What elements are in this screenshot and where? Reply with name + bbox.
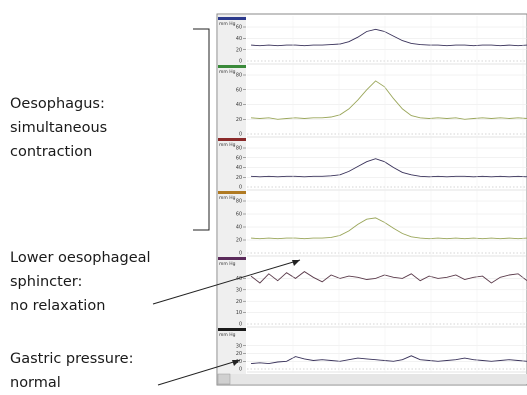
- y-tick-label-1-0: 20: [236, 117, 242, 123]
- y-tick-label-1-2: 60: [236, 87, 242, 93]
- y-tick-label-0-2: 60: [236, 25, 242, 31]
- y-tick-label-2-zero: 0: [239, 185, 242, 191]
- y-tick-label-5-1: 20: [236, 351, 242, 357]
- annotation-les-line-2: sphincter:: [10, 274, 83, 290]
- y-tick-label-2-2: 60: [236, 155, 242, 161]
- pressure-trace-4: [250, 271, 527, 284]
- y-tick-label-5-2: 30: [236, 343, 242, 349]
- pressure-trace-1: [250, 80, 527, 120]
- annotation-les: Lower oesophageal sphincter: no relaxati…: [10, 246, 151, 318]
- scroll-left-button: [217, 373, 231, 385]
- annotation-gastric-line-1: Gastric pressure:: [10, 351, 134, 367]
- y-tick-label-4-2: 30: [236, 287, 242, 293]
- y-tick-label-4-0: 10: [236, 310, 242, 316]
- channel-color-bar-0: [218, 17, 246, 20]
- y-tick-label-3-0: 20: [236, 238, 242, 244]
- oesophagus-bracket: [193, 28, 210, 231]
- les-pointer-arrowhead: [292, 260, 300, 266]
- y-tick-label-3-zero: 0: [239, 251, 242, 257]
- y-tick-label-1-3: 80: [236, 73, 242, 79]
- pressure-trace-3: [250, 217, 527, 240]
- y-tick-label-3-1: 40: [236, 225, 242, 231]
- y-tick-label-3-3: 80: [236, 199, 242, 205]
- annotation-oesophagus-line-1: Oesophagus:: [10, 96, 105, 112]
- annotation-les-line-1: Lower oesophageal: [10, 250, 151, 266]
- y-tick-label-1-zero: 0: [239, 132, 242, 138]
- pressure-trace-5: [250, 355, 527, 365]
- channel-unit-label-1: mm Hg: [219, 69, 236, 75]
- y-tick-label-5-zero: 0: [239, 367, 242, 373]
- channel-unit-label-4: mm Hg: [219, 261, 236, 267]
- channel-unit-label-5: mm Hg: [219, 332, 236, 338]
- channel-color-bar-5: [218, 328, 246, 331]
- y-tick-label-0-zero: 0: [239, 59, 242, 65]
- y-tick-label-3-2: 60: [236, 212, 242, 218]
- annotation-oesophagus-line-3: contraction: [10, 144, 93, 160]
- y-tick-label-2-0: 20: [236, 175, 242, 181]
- gastric-pointer-arrowhead: [232, 360, 240, 366]
- channel-unit-label-0: mm Hg: [219, 21, 236, 27]
- y-tick-label-0-1: 40: [236, 36, 242, 42]
- annotation-gastric: Gastric pressure: normal: [10, 347, 133, 395]
- channel-color-bar-1: [218, 65, 246, 68]
- y-tick-label-2-1: 40: [236, 165, 242, 171]
- axis-strip: [218, 15, 246, 374]
- annotation-gastric-line-2: normal: [10, 375, 61, 391]
- y-tick-label-0-0: 20: [236, 47, 242, 53]
- channel-color-bar-2: [218, 138, 246, 141]
- annotation-oesophagus-line-2: simultaneous: [10, 120, 108, 136]
- chart-frame: [216, 13, 527, 386]
- y-tick-label-4-1: 20: [236, 299, 242, 305]
- annotation-oesophagus: Oesophagus: simultaneous contraction: [10, 92, 107, 164]
- bottom-scrollbar: [218, 374, 527, 384]
- les-pointer-arrow: [152, 259, 301, 305]
- y-tick-label-2-3: 80: [236, 146, 242, 152]
- pressure-trace-0: [250, 28, 527, 47]
- y-tick-label-4-3: 40: [236, 276, 242, 282]
- y-tick-label-1-1: 40: [236, 102, 242, 108]
- channel-color-bar-3: [218, 191, 246, 194]
- channel-color-bar-4: [218, 257, 246, 260]
- y-tick-label-5-0: 10: [236, 359, 242, 365]
- annotation-les-line-3: no relaxation: [10, 298, 106, 314]
- y-tick-label-4-zero: 0: [239, 322, 242, 328]
- pressure-trace-2: [250, 158, 527, 178]
- channel-unit-label-2: mm Hg: [219, 142, 236, 148]
- gastric-pointer-arrow: [157, 359, 241, 386]
- channel-unit-label-3: mm Hg: [219, 195, 236, 201]
